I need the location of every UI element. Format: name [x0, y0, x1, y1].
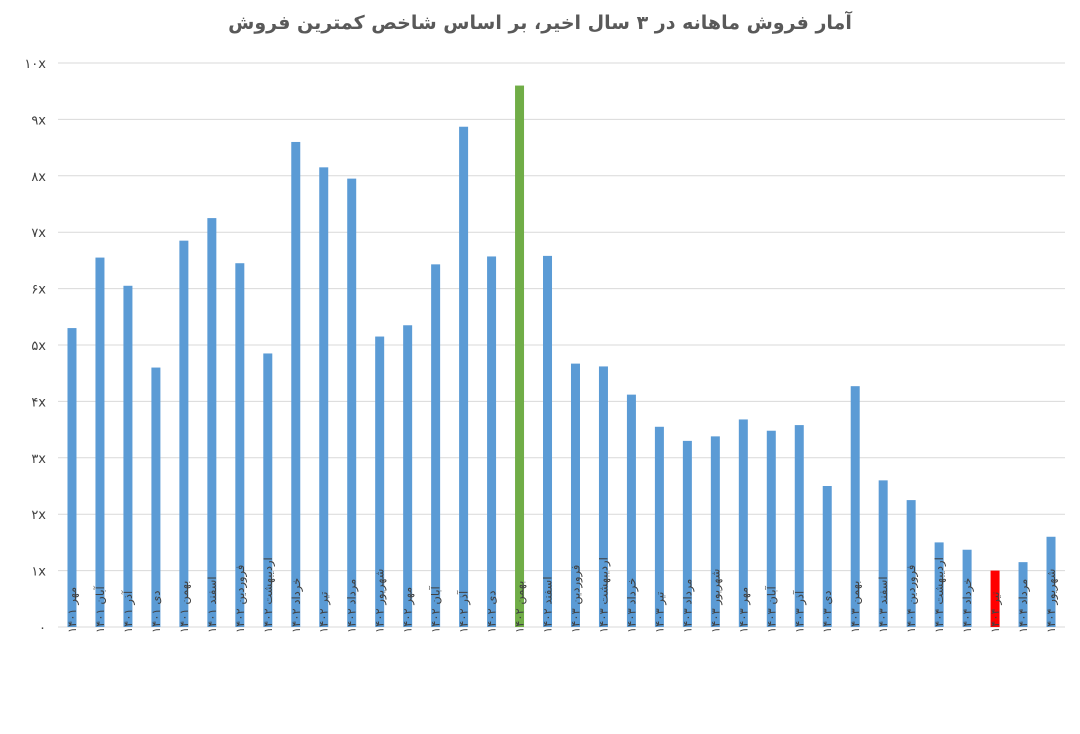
bar — [1018, 562, 1028, 627]
x-tick-label: فروردین ۱۴۰۲ — [233, 565, 248, 633]
x-tick-label: دی ۱۴۰۳ — [820, 591, 834, 634]
x-tick-label: فروردین ۱۴۰۴ — [904, 565, 919, 633]
y-tick-label: ۳x — [31, 452, 46, 467]
bar — [431, 264, 441, 627]
x-tick-label: شهریور ۱۴۰۲ — [373, 569, 388, 633]
x-tick-label: تیر ۱۴۰۲ — [317, 592, 332, 633]
x-tick-label: آذر ۱۴۰۱ — [121, 590, 136, 633]
x-tick-label: دی ۱۴۰۲ — [485, 591, 499, 634]
bar — [906, 500, 916, 627]
bar — [459, 126, 469, 628]
y-tick-label: ۶x — [31, 283, 46, 298]
bar — [626, 394, 636, 627]
x-axis-ticks: مهر ۱۴۰۱ آبان ۱۴۰۱ آذر ۱۴۰۱ دی ۱۴۰۱ بهمن ۱۴۰… — [65, 557, 1059, 633]
bar — [95, 257, 105, 627]
bar — [291, 141, 301, 627]
x-tick-label: خرداد ۱۴۰۳ — [624, 578, 639, 633]
chart-title: آمار فروش ماهانه در ۳ سال اخیر، بر اساس … — [228, 12, 852, 34]
x-tick-label: اسفند ۱۴۰۱ — [205, 576, 219, 633]
y-tick-label: ۵x — [31, 339, 46, 354]
bar — [123, 285, 133, 627]
x-tick-label: اردیبهشت ۱۴۰۳ — [596, 557, 611, 633]
bar — [598, 366, 608, 627]
bar — [878, 480, 888, 627]
bar — [347, 178, 357, 627]
x-tick-label: اردیبهشت ۱۴۰۲ — [261, 557, 276, 633]
x-tick-label: مرداد ۱۴۰۲ — [345, 579, 360, 633]
bar — [682, 440, 692, 627]
x-tick-label: آذر ۱۴۰۲ — [457, 590, 472, 633]
x-tick-label: مهر ۱۴۰۳ — [736, 587, 751, 633]
x-tick-label: اردیبهشت ۱۴۰۴ — [932, 557, 947, 633]
x-tick-label: شهریور ۱۴۰۴ — [1044, 569, 1059, 633]
bar — [67, 328, 77, 627]
bar — [766, 430, 776, 627]
x-tick-label: بهمن ۱۴۰۲ — [513, 581, 528, 633]
bar — [235, 263, 245, 627]
y-tick-label: ۷x — [31, 226, 46, 241]
y-tick-label: ۲x — [31, 508, 46, 523]
x-tick-label: خرداد ۱۴۰۴ — [960, 578, 975, 633]
bar — [319, 167, 329, 627]
x-tick-label: مرداد ۱۴۰۴ — [1016, 579, 1031, 633]
y-tick-label: ۰ — [39, 621, 46, 636]
x-tick-label: بهمن ۱۴۰۱ — [177, 581, 192, 633]
bar — [515, 85, 525, 627]
y-tick-label: ۹x — [31, 113, 46, 128]
x-tick-label: فروردین ۱۴۰۳ — [568, 565, 583, 633]
x-tick-label: اسفند ۱۴۰۳ — [876, 576, 890, 633]
bar — [710, 436, 720, 627]
bar — [151, 367, 161, 627]
bar — [850, 386, 860, 627]
bar — [487, 256, 497, 627]
y-tick-label: ۱۰x — [24, 57, 46, 72]
x-tick-label: تیر ۱۴۰۳ — [652, 592, 667, 633]
x-tick-label: آبان ۱۴۰۲ — [429, 585, 443, 633]
bar — [934, 542, 944, 627]
bar — [403, 325, 413, 627]
x-tick-label: دی ۱۴۰۱ — [149, 591, 163, 634]
bar — [375, 336, 385, 627]
bar — [738, 419, 748, 627]
bar — [990, 570, 1000, 627]
bar — [962, 549, 972, 627]
x-tick-label: مهر ۱۴۰۲ — [401, 587, 416, 633]
bars — [67, 85, 1056, 628]
x-tick-label: شهریور ۱۴۰۳ — [708, 569, 723, 633]
y-tick-label: ۴x — [31, 395, 46, 410]
x-tick-label: مرداد ۱۴۰۳ — [680, 579, 695, 633]
x-tick-label: خرداد ۱۴۰۲ — [289, 578, 304, 633]
y-axis-ticks: ۰ ۱x ۲x ۳x ۴x ۵x ۶x ۷x ۸x ۹x ۱۰x — [24, 57, 46, 636]
bar — [263, 353, 273, 627]
bar — [570, 363, 580, 627]
gridlines — [58, 62, 1065, 628]
x-tick-label: آبان ۱۴۰۳ — [764, 585, 778, 633]
bar — [179, 240, 189, 627]
y-tick-label: ۸x — [31, 170, 46, 185]
x-tick-label: آبان ۱۴۰۱ — [93, 585, 107, 633]
bar — [543, 255, 553, 627]
x-tick-label: اسفند ۱۴۰۲ — [541, 576, 555, 633]
x-tick-label: آذر ۱۴۰۳ — [792, 590, 807, 633]
bar — [654, 426, 664, 627]
bar — [822, 486, 832, 627]
y-tick-label: ۱x — [31, 565, 46, 580]
x-tick-label: تیر ۱۴۰۴ — [988, 592, 1003, 633]
bar — [794, 425, 804, 627]
bar — [207, 218, 217, 627]
x-tick-label: بهمن ۱۴۰۳ — [848, 581, 863, 633]
x-tick-label: مهر ۱۴۰۱ — [65, 587, 80, 633]
bar — [1046, 536, 1056, 627]
